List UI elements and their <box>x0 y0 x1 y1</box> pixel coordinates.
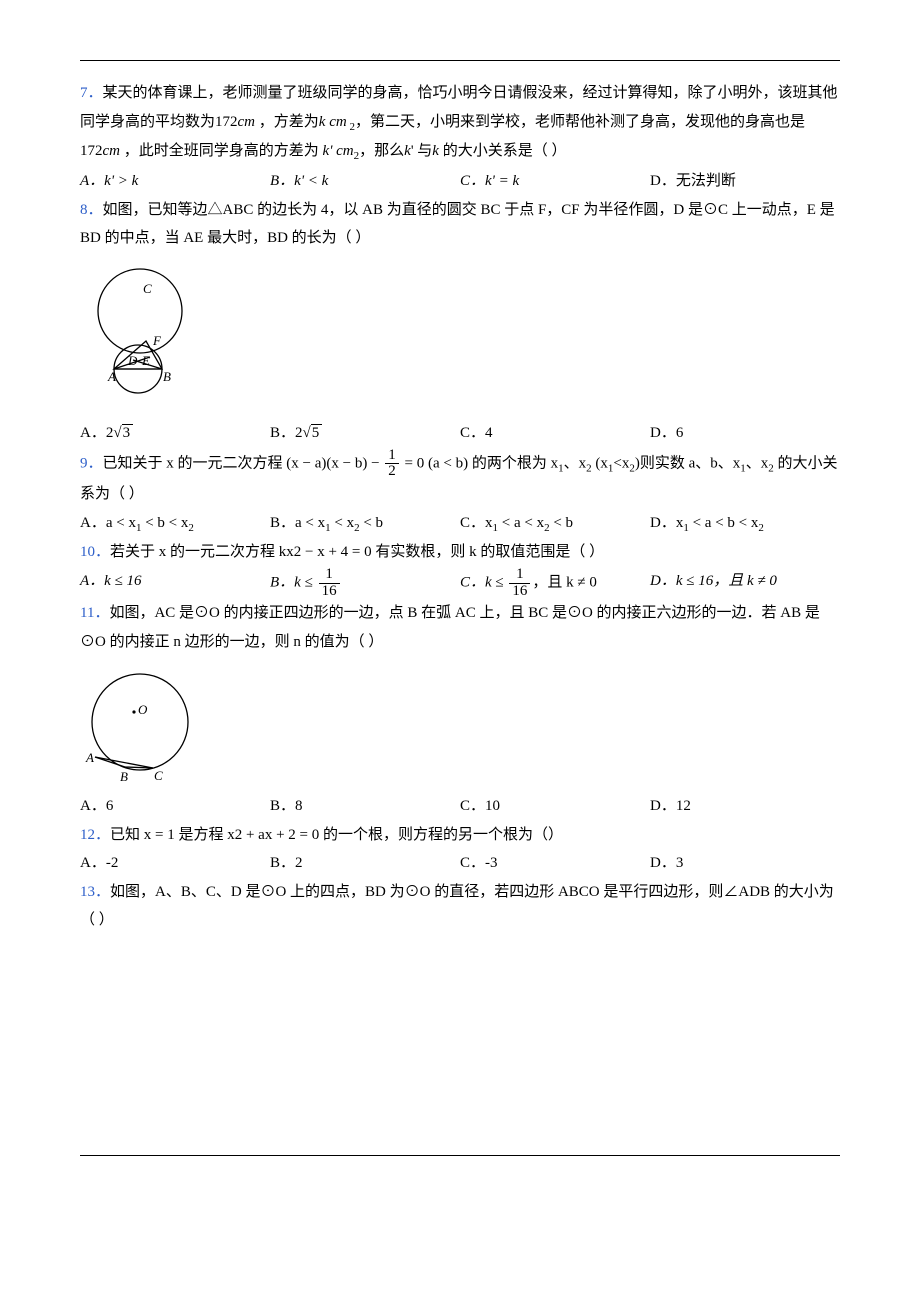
q7-kp1b: ' cm <box>329 143 353 159</box>
q10-c-pre: C．k ≤ <box>460 575 507 591</box>
q9-sep: 、x <box>564 455 587 471</box>
q10-number: 10． <box>80 544 110 560</box>
q7-cm2: cm <box>103 143 121 159</box>
q9-c3: )则实数 a、b、x <box>635 455 740 471</box>
q12-opt-b: B．2 <box>270 849 460 878</box>
q9-frac-den: 2 <box>385 464 399 480</box>
question-9: 9．已知关于 x 的一元二次方程 (x − a)(x − b) − 12 = 0… <box>80 448 840 539</box>
q9-opt-d: D．x1 < a < b < x2 <box>650 509 840 539</box>
q11-opt-c: C．10 <box>460 792 650 821</box>
q8-fig-c: C <box>143 281 152 296</box>
q7-tail: 的大小关系是（ ） <box>439 143 567 159</box>
q10-b-num: 1 <box>319 567 340 584</box>
q9-number: 9． <box>80 455 103 471</box>
q10-c-num: 1 <box>509 567 530 584</box>
q11-fig-a: A <box>85 750 94 765</box>
q8-opt-a-pre: A．2 <box>80 425 113 441</box>
q8-opt-d: D．6 <box>650 419 840 448</box>
q10-c-post: ，且 k ≠ 0 <box>532 575 596 591</box>
q9-opt-a: A．a < x1 < b < x2 <box>80 509 270 539</box>
q7-k2: k <box>432 143 439 159</box>
q12-opt-a: A．-2 <box>80 849 270 878</box>
q11-text: 如图，AC 是⊙O 的内接正四边形的一边，点 B 在弧 AC 上，且 BC 是⊙… <box>80 605 820 650</box>
q7-kp2a: k <box>404 143 411 159</box>
q8-text: 如图，已知等边△ABC 的边长为 4，以 AB 为直径的圆交 BC 于点 F，C… <box>80 202 835 247</box>
q10-b-den: 16 <box>319 584 340 600</box>
q11-fig-o: O <box>138 702 148 717</box>
q8-opt-b-rad: 5 <box>311 424 323 441</box>
q8-fig-e: E <box>141 353 150 368</box>
q9-pre: 已知关于 x 的一元二次方程 (x − a)(x − b) − <box>103 455 384 471</box>
question-8: 8．如图，已知等边△ABC 的边长为 4，以 AB 为直径的圆交 BC 于点 F… <box>80 196 840 448</box>
q8-opt-a-rad: 3 <box>122 424 134 441</box>
q9-c1: (x <box>592 455 608 471</box>
q8-opt-a: A．2√3 <box>80 419 270 448</box>
q7-opt-b: B．k' < k <box>270 167 460 196</box>
q7-text-6: ，那么 <box>359 143 404 159</box>
question-12: 12．已知 x = 1 是方程 x2 + ax + 2 = 0 的一个根，则方程… <box>80 821 840 878</box>
q8-number: 8． <box>80 202 103 218</box>
q8-opt-c: C．4 <box>460 419 650 448</box>
q11-fig-c: C <box>154 768 163 783</box>
q13-text: 如图，A、B、C、D 是⊙O 上的四点，BD 为⊙O 的直径，若四边形 ABCO… <box>80 884 834 929</box>
q11-number: 11． <box>80 605 109 621</box>
q10-opt-c: C．k ≤ 116，且 k ≠ 0 <box>460 567 650 600</box>
q8-opt-b: B．2√5 <box>270 419 460 448</box>
q9-c4: 、x <box>746 455 769 471</box>
q9-opt-b: B．a < x1 < x2 < b <box>270 509 460 539</box>
q10-opt-b: B．k ≤ 116 <box>270 567 460 600</box>
q7-k1: k cm <box>319 114 347 130</box>
q8-opt-b-pre: B．2 <box>270 425 303 441</box>
question-11: 11．如图，AC 是⊙O 的内接正四边形的一边，点 B 在弧 AC 上，且 BC… <box>80 599 840 821</box>
q12-number: 12． <box>80 827 110 843</box>
q13-number: 13． <box>80 884 110 900</box>
q9-c2: <x <box>613 455 629 471</box>
question-13: 13．如图，A、B、C、D 是⊙O 上的四点，BD 为⊙O 的直径，若四边形 A… <box>80 878 840 935</box>
q9-opt-c: C．x1 < a < x2 < b <box>460 509 650 539</box>
q9-frac-num: 1 <box>385 448 399 465</box>
q11-figure: O A B C <box>80 664 840 784</box>
q8-fig-d: D <box>127 353 138 368</box>
q7-text-2: ，方差为 <box>255 114 319 130</box>
q11-fig-b: B <box>120 769 128 784</box>
q10-text: 若关于 x 的一元二次方程 kx2 − x + 4 = 0 有实数根，则 k 的… <box>110 544 604 560</box>
q7-opt-a: A．k' > k <box>80 167 270 196</box>
q7-number: 7． <box>80 85 103 101</box>
q12-opt-d: D．3 <box>650 849 840 878</box>
q7-opt-c: C．k' = k <box>460 167 650 196</box>
q12-text: 已知 x = 1 是方程 x2 + ax + 2 = 0 的一个根，则方程的另一… <box>110 827 563 843</box>
q7-opt-d: D．无法判断 <box>650 167 840 196</box>
q8-fig-b: B <box>163 369 171 384</box>
q10-b-pre: B．k ≤ <box>270 575 317 591</box>
question-10: 10．若关于 x 的一元二次方程 kx2 − x + 4 = 0 有实数根，则 … <box>80 538 840 599</box>
q10-opt-d: D．k ≤ 16，且 k ≠ 0 <box>650 567 840 600</box>
q7-text-4: ，此时全班同学身高的方差为 <box>120 143 319 159</box>
q7-yu: 与 <box>417 143 432 159</box>
question-7: 7．某天的体育课上，老师测量了班级同学的身高，恰巧小明今日请假没来，经过计算得知… <box>80 79 840 196</box>
q7-sq1: 2 <box>347 121 355 133</box>
q8-fig-a: A <box>107 369 116 384</box>
q7-cm1: cm <box>238 114 256 130</box>
q8-fig-f: F <box>152 333 162 348</box>
q8-figure: C A B D E F <box>80 261 840 411</box>
q12-opt-c: C．-3 <box>460 849 650 878</box>
q9-post: = 0 (a < b) 的两个根为 x <box>401 455 558 471</box>
q11-opt-b: B．8 <box>270 792 460 821</box>
q10-c-den: 16 <box>509 584 530 600</box>
q10-opt-a: A．k ≤ 16 <box>80 567 270 600</box>
q11-opt-a: A．6 <box>80 792 270 821</box>
q11-opt-d: D．12 <box>650 792 840 821</box>
